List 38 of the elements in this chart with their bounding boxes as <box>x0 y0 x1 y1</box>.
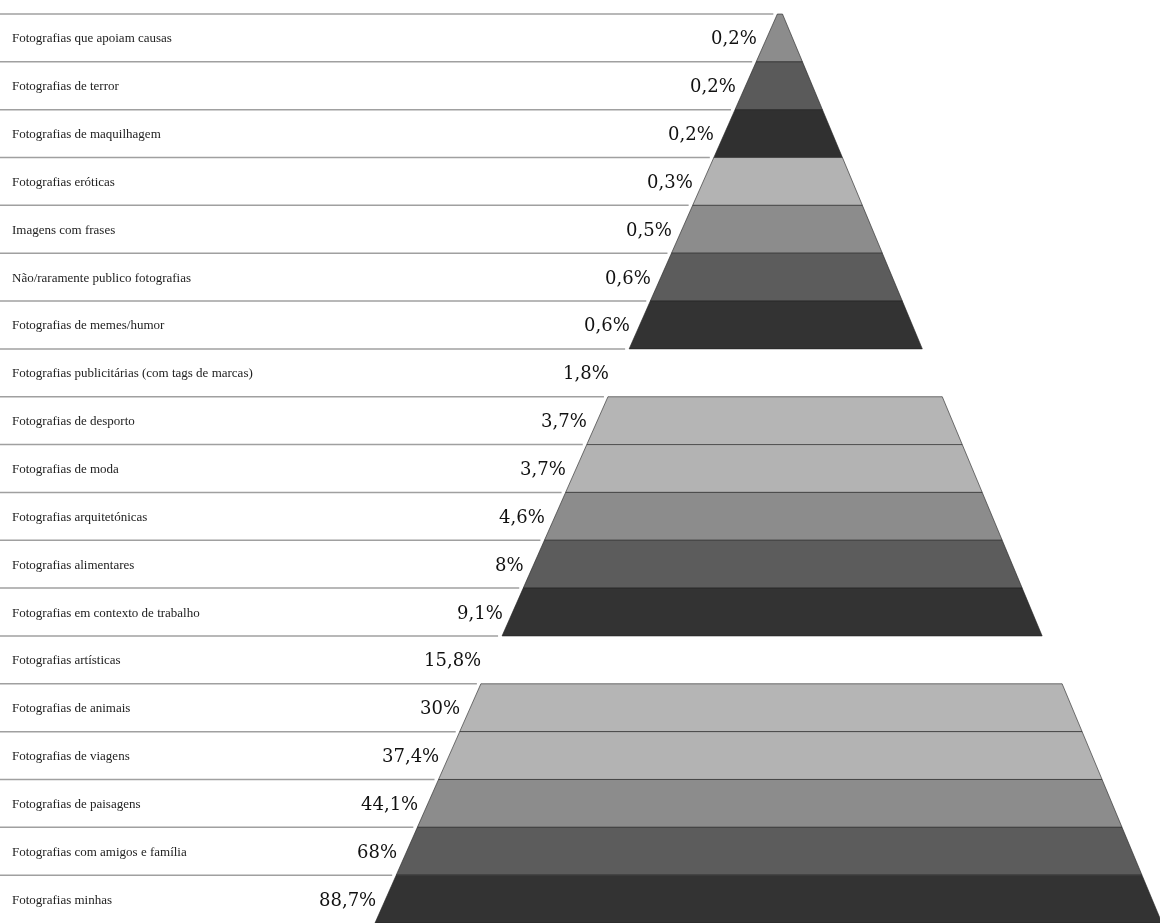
category-label: Fotografias minhas <box>12 892 113 907</box>
category-label: Fotografias artísticas <box>12 652 121 667</box>
data-label: 3,7% <box>541 410 587 431</box>
category-label: Não/raramente publico fotografias <box>12 270 192 285</box>
data-label: 0,2% <box>690 75 736 96</box>
data-label: 4,6% <box>499 506 545 527</box>
category-label: Fotografias de terror <box>12 78 120 93</box>
data-label: 0,6% <box>584 314 630 335</box>
data-label: 9,1% <box>457 602 503 623</box>
category-label: Fotografias arquitetónicas <box>12 509 148 524</box>
category-label: Fotografias de desporto <box>12 413 135 428</box>
category-label: Fotografias de viagens <box>12 748 130 763</box>
data-label: 3,7% <box>520 458 566 479</box>
data-label: 88,7% <box>319 889 377 910</box>
data-label: 0,6% <box>605 267 651 288</box>
category-label: Imagens com frases <box>12 222 116 237</box>
category-label: Fotografias com amigos e família <box>12 844 187 859</box>
data-label: 0,3% <box>647 171 693 192</box>
data-label: 0,5% <box>626 219 672 240</box>
data-label: 37,4% <box>382 745 440 766</box>
data-label: 44,1% <box>361 793 419 814</box>
data-label: 15,8% <box>424 649 482 670</box>
data-label: 0,2% <box>711 27 757 48</box>
category-label: Fotografias de maquilhagem <box>12 126 161 141</box>
category-label: Fotografias de memes/humor <box>12 317 166 332</box>
data-label: 30% <box>420 697 461 718</box>
category-label: Fotografias que apoiam causas <box>12 30 172 45</box>
category-label: Fotografias alimentares <box>12 557 135 572</box>
data-label: 68% <box>357 841 398 862</box>
category-label: Fotografias de moda <box>12 461 120 476</box>
category-label: Fotografias em contexto de trabalho <box>12 605 200 620</box>
category-label: Fotografias eróticas <box>12 174 115 189</box>
category-label: Fotografias de paisagens <box>12 796 141 811</box>
category-label: Fotografias de animais <box>12 700 131 715</box>
data-label: 8% <box>495 554 524 575</box>
data-label: 1,8% <box>563 362 609 383</box>
data-label: 0,2% <box>668 123 714 144</box>
category-label: Fotografias publicitárias (com tags de marcas) <box>12 365 253 380</box>
